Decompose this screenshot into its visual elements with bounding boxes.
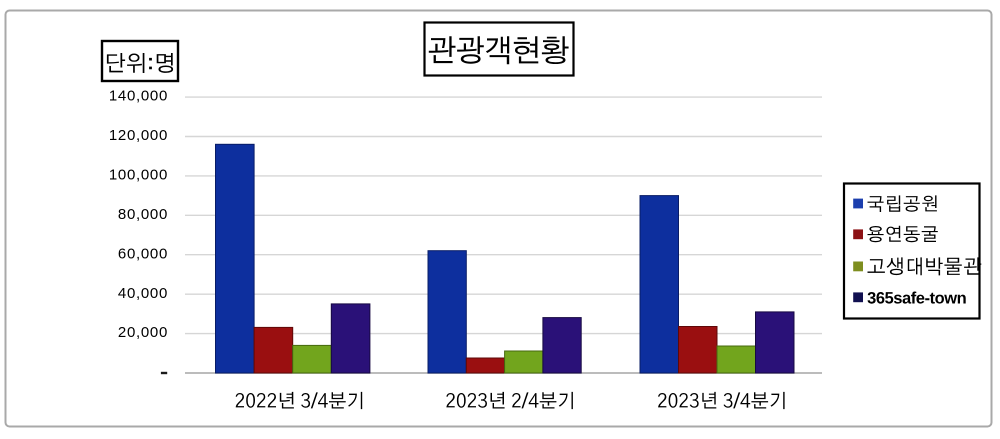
svg-text:100,000: 100,000 [109, 167, 168, 184]
svg-text:120,000: 120,000 [109, 127, 168, 144]
svg-text:20,000: 20,000 [118, 324, 168, 341]
svg-text:140,000: 140,000 [109, 88, 168, 105]
svg-text:80,000: 80,000 [118, 206, 168, 223]
svg-text:40,000: 40,000 [118, 285, 168, 302]
svg-text:60,000: 60,000 [118, 245, 168, 262]
